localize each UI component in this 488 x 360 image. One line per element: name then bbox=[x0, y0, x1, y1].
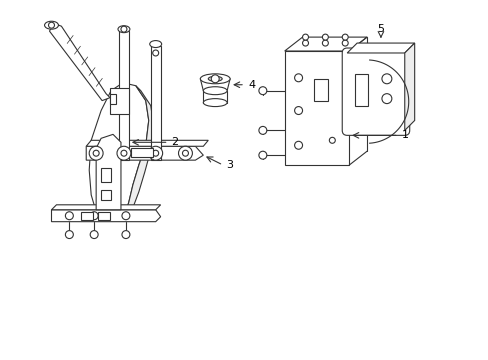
Bar bbox=[98, 212, 110, 220]
Polygon shape bbox=[346, 43, 414, 53]
Polygon shape bbox=[110, 88, 129, 113]
Circle shape bbox=[117, 146, 131, 160]
Ellipse shape bbox=[118, 26, 130, 33]
Circle shape bbox=[211, 75, 219, 83]
Text: 5: 5 bbox=[377, 24, 384, 34]
Circle shape bbox=[122, 212, 130, 220]
Circle shape bbox=[381, 94, 391, 104]
Circle shape bbox=[182, 150, 188, 156]
Circle shape bbox=[258, 151, 266, 159]
Circle shape bbox=[65, 231, 73, 239]
Text: 2: 2 bbox=[171, 137, 178, 147]
Bar bbox=[354, 74, 367, 105]
Polygon shape bbox=[86, 146, 203, 160]
Circle shape bbox=[294, 141, 302, 149]
Polygon shape bbox=[89, 83, 148, 212]
Circle shape bbox=[148, 146, 163, 160]
Circle shape bbox=[342, 34, 347, 40]
Circle shape bbox=[48, 22, 54, 28]
Circle shape bbox=[294, 74, 302, 82]
Circle shape bbox=[122, 231, 130, 239]
Circle shape bbox=[121, 26, 127, 32]
Circle shape bbox=[90, 231, 98, 239]
Circle shape bbox=[152, 150, 158, 156]
Circle shape bbox=[322, 40, 327, 46]
Polygon shape bbox=[119, 31, 129, 160]
Circle shape bbox=[381, 74, 391, 84]
Circle shape bbox=[152, 50, 158, 56]
Circle shape bbox=[302, 40, 308, 46]
Ellipse shape bbox=[203, 87, 226, 95]
Polygon shape bbox=[96, 134, 121, 210]
Circle shape bbox=[65, 212, 73, 220]
Ellipse shape bbox=[200, 74, 230, 84]
Circle shape bbox=[89, 146, 103, 160]
Text: 4: 4 bbox=[247, 80, 255, 90]
Circle shape bbox=[93, 150, 99, 156]
Polygon shape bbox=[49, 23, 110, 100]
FancyBboxPatch shape bbox=[342, 48, 409, 135]
Circle shape bbox=[258, 126, 266, 134]
Circle shape bbox=[302, 34, 308, 40]
Bar bbox=[101, 190, 111, 200]
Polygon shape bbox=[284, 51, 348, 165]
Polygon shape bbox=[150, 46, 161, 160]
Polygon shape bbox=[404, 43, 414, 130]
Ellipse shape bbox=[44, 21, 59, 29]
Polygon shape bbox=[86, 140, 208, 146]
Circle shape bbox=[258, 87, 266, 95]
Ellipse shape bbox=[149, 41, 162, 48]
Circle shape bbox=[121, 150, 127, 156]
Polygon shape bbox=[51, 205, 161, 210]
Text: 1: 1 bbox=[401, 130, 408, 140]
Ellipse shape bbox=[203, 99, 226, 107]
Polygon shape bbox=[284, 37, 366, 51]
Polygon shape bbox=[110, 94, 116, 104]
Ellipse shape bbox=[208, 76, 222, 81]
Bar bbox=[101, 168, 111, 182]
Circle shape bbox=[322, 34, 327, 40]
Circle shape bbox=[178, 146, 192, 160]
Bar bbox=[314, 79, 327, 100]
Circle shape bbox=[90, 212, 98, 220]
Bar bbox=[131, 148, 152, 157]
Circle shape bbox=[328, 137, 335, 143]
Circle shape bbox=[342, 40, 347, 46]
Bar bbox=[81, 212, 93, 220]
Text: 3: 3 bbox=[225, 160, 233, 170]
Polygon shape bbox=[126, 86, 153, 215]
Circle shape bbox=[294, 107, 302, 114]
Polygon shape bbox=[51, 210, 161, 222]
